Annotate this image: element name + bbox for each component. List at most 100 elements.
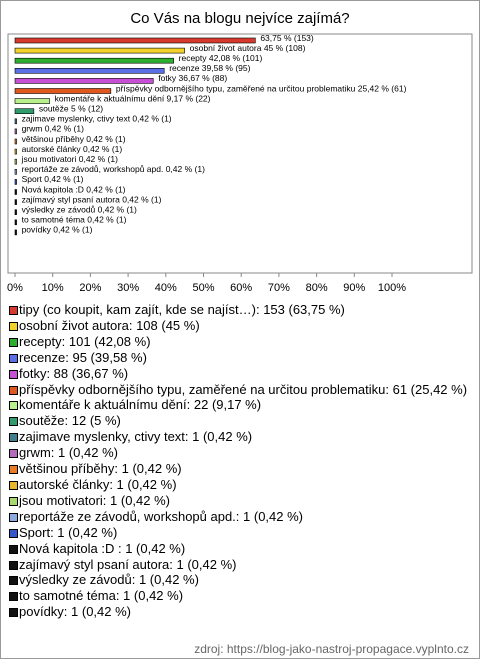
legend-item: soutěže: 12 (5 %) xyxy=(9,413,471,429)
chart-title: Co Vás na blogu nejvíce zajímá? xyxy=(130,10,349,27)
legend-item: osobní život autora: 108 (45 %) xyxy=(9,318,471,334)
legend-label: Nová kapitola :D : 1 (0,42 %) xyxy=(19,540,186,556)
bar xyxy=(14,179,17,185)
legend-label: tipy (co koupit, kam zajít, kde se najís… xyxy=(19,302,345,317)
value-label: příspěvky odbornějšího typu, zaměřené na… xyxy=(116,83,407,93)
legend-item: komentáře k aktuálnímu dění: 22 (9,17 %) xyxy=(9,397,471,413)
value-label: zajimave myslenky, ctivy text 0,42 % (1) xyxy=(22,114,172,124)
bar xyxy=(14,148,17,155)
value-label: grwm 0,42 % (1) xyxy=(22,124,85,134)
legend-swatch xyxy=(9,385,18,395)
legend-label: výsledky ze závodů: 1 (0,42 %) xyxy=(19,572,199,588)
value-label: autorské články 0,42 % (1) xyxy=(22,144,123,154)
bar xyxy=(14,229,17,236)
legend-swatch xyxy=(9,576,18,586)
legend-label: Sport: 1 (0,42 %) xyxy=(19,524,118,540)
legend-item: Nová kapitola :D : 1 (0,42 %) xyxy=(9,541,471,557)
plot-frame xyxy=(7,33,473,274)
bar xyxy=(14,98,50,104)
value-label: recepty 42,08 % (101) xyxy=(179,53,263,63)
legend: tipy (co koupit, kam zajít, kde se najís… xyxy=(9,302,471,620)
legend-swatch xyxy=(9,560,18,570)
legend-item: grwm: 1 (0,42 %) xyxy=(9,445,471,461)
x-tick-label: 100% xyxy=(378,282,406,294)
legend-swatch xyxy=(9,465,18,475)
bar xyxy=(14,118,17,125)
legend-item: Sport: 1 (0,42 %) xyxy=(9,525,471,541)
legend-item: to samotné téma: 1 (0,42 %) xyxy=(9,588,471,604)
bar xyxy=(14,108,35,114)
value-label: výsledky ze závodů 0,42 % (1) xyxy=(22,204,137,214)
value-label: reportáže ze závodů, workshopů apd. 0,42… xyxy=(22,164,205,174)
legend-label: zajimave myslenky, ctivy text: 1 (0,42 %… xyxy=(19,429,253,445)
x-tick-label: 20% xyxy=(79,282,101,294)
value-label: to samotné téma 0,42 % (1) xyxy=(22,215,127,225)
x-tick-label: 60% xyxy=(230,282,252,294)
legend-label: zajímavý styl psaní autora: 1 (0,42 %) xyxy=(19,556,237,572)
legend-item: reportáže ze závodů, workshopů apd.: 1 (… xyxy=(9,509,471,525)
x-tick-label: 40% xyxy=(155,282,177,294)
legend-swatch xyxy=(9,544,18,554)
legend-swatch xyxy=(9,449,18,459)
value-label: recenze 39,58 % (95) xyxy=(169,63,250,73)
legend-label: recenze: 95 (39,58 %) xyxy=(19,349,147,365)
legend-swatch xyxy=(9,306,18,315)
bar xyxy=(14,158,17,165)
legend-swatch xyxy=(9,321,18,331)
legend-label: autorské články: 1 (0,42 %) xyxy=(19,476,177,492)
legend-swatch xyxy=(9,417,18,427)
legend-item: recenze: 95 (39,58 %) xyxy=(9,350,471,366)
legend-label: osobní život autora: 108 (45 %) xyxy=(19,317,200,333)
bar xyxy=(14,169,17,175)
legend-label: to samotné téma: 1 (0,42 %) xyxy=(19,588,184,604)
legend-label: grwm: 1 (0,42 %) xyxy=(19,445,118,461)
legend-item: zajimave myslenky, ctivy text: 1 (0,42 %… xyxy=(9,429,471,445)
legend-item: výsledky ze závodů: 1 (0,42 %) xyxy=(9,572,471,588)
value-label: osobní život autora 45 % (108) xyxy=(190,43,306,53)
legend-label: reportáže ze závodů, workshopů apd.: 1 (… xyxy=(19,508,303,524)
bar xyxy=(14,219,17,226)
legend-swatch xyxy=(9,592,18,602)
legend-swatch xyxy=(9,496,18,506)
legend-item: zajímavý styl psaní autora: 1 (0,42 %) xyxy=(9,557,471,573)
value-label: soutěže 5 % (12) xyxy=(39,103,103,113)
bar xyxy=(14,138,17,145)
bar xyxy=(14,57,174,64)
legend-item: fotky: 88 (36,67 %) xyxy=(9,366,471,382)
legend-item: tipy (co koupit, kam zajít, kde se najís… xyxy=(9,302,471,318)
legend-swatch xyxy=(9,337,18,347)
legend-label: recepty: 101 (42,08 %) xyxy=(19,333,151,349)
x-tick-label: 50% xyxy=(192,282,214,294)
legend-swatch xyxy=(9,608,18,618)
value-label: Sport 0,42 % (1) xyxy=(22,174,84,184)
value-label: jsou motivatori 0,42 % (1) xyxy=(21,154,119,164)
x-tick-label: 30% xyxy=(117,282,139,294)
legend-swatch xyxy=(9,512,18,522)
legend-label: komentáře k aktuálnímu dění: 22 (9,17 %) xyxy=(19,397,262,413)
legend-swatch xyxy=(9,353,18,363)
legend-item: většinou příběhy: 1 (0,42 %) xyxy=(9,461,471,477)
legend-label: většinou příběhy: 1 (0,42 %) xyxy=(19,461,182,477)
chart: Co Vás na blogu nejvíce zajímá? 0% 10% 20%… xyxy=(7,10,473,294)
legend-item: autorské články: 1 (0,42 %) xyxy=(9,477,471,493)
legend-label: povídky: 1 (0,42 %) xyxy=(19,604,131,620)
legend-swatch xyxy=(9,369,18,379)
bar xyxy=(14,88,112,94)
legend-swatch xyxy=(9,401,18,411)
value-label: zajímavý styl psaní autora 0,42 % (1) xyxy=(22,194,162,204)
legend-swatch xyxy=(9,480,18,490)
x-tick-label: 0% xyxy=(7,282,23,294)
legend-item: povídky: 1 (0,42 %) xyxy=(9,604,471,620)
x-tick-label: 70% xyxy=(268,282,290,294)
source: zdroj: https://blog-jako-nastroj-propaga… xyxy=(194,642,469,656)
value-label: většinou příběhy 0,42 % (1) xyxy=(22,134,126,144)
legend-label: jsou motivatori: 1 (0,42 %) xyxy=(19,492,171,508)
value-label: Nová kapitola :D 0,42 % (1) xyxy=(22,184,126,194)
legend-label: fotky: 88 (36,67 %) xyxy=(19,365,129,381)
value-label: fotky 36,67 % (88) xyxy=(158,73,227,83)
bar xyxy=(14,47,185,54)
legend-swatch xyxy=(9,528,18,538)
value-label: povídky 0,42 % (1) xyxy=(22,225,93,235)
bar xyxy=(14,68,165,74)
